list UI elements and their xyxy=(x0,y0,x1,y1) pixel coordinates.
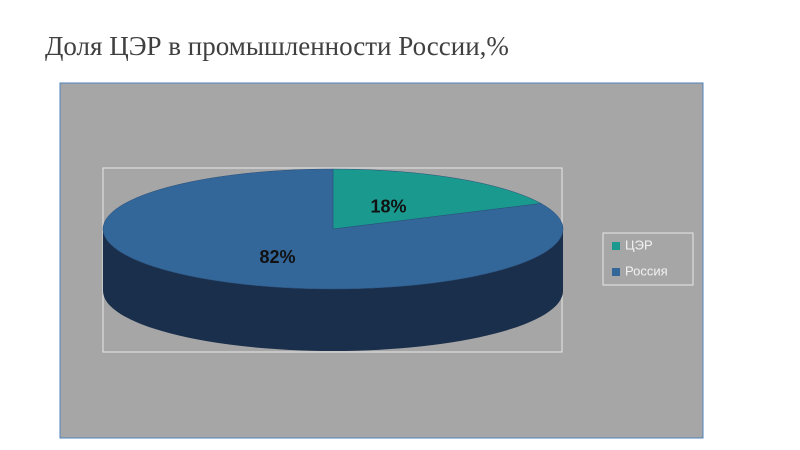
legend-label: Россия xyxy=(625,263,668,278)
data-label: 18% xyxy=(370,196,406,216)
legend-swatch xyxy=(612,268,620,276)
legend-swatch xyxy=(612,242,620,250)
pie-slice xyxy=(102,168,564,290)
data-label: 82% xyxy=(260,247,296,267)
legend-label: ЦЭР xyxy=(625,237,653,252)
legend-box xyxy=(602,232,694,286)
chart-title: Доля ЦЭР в промышленности России,% xyxy=(45,31,509,61)
pie-side xyxy=(103,229,563,351)
pie-slice xyxy=(332,168,542,230)
